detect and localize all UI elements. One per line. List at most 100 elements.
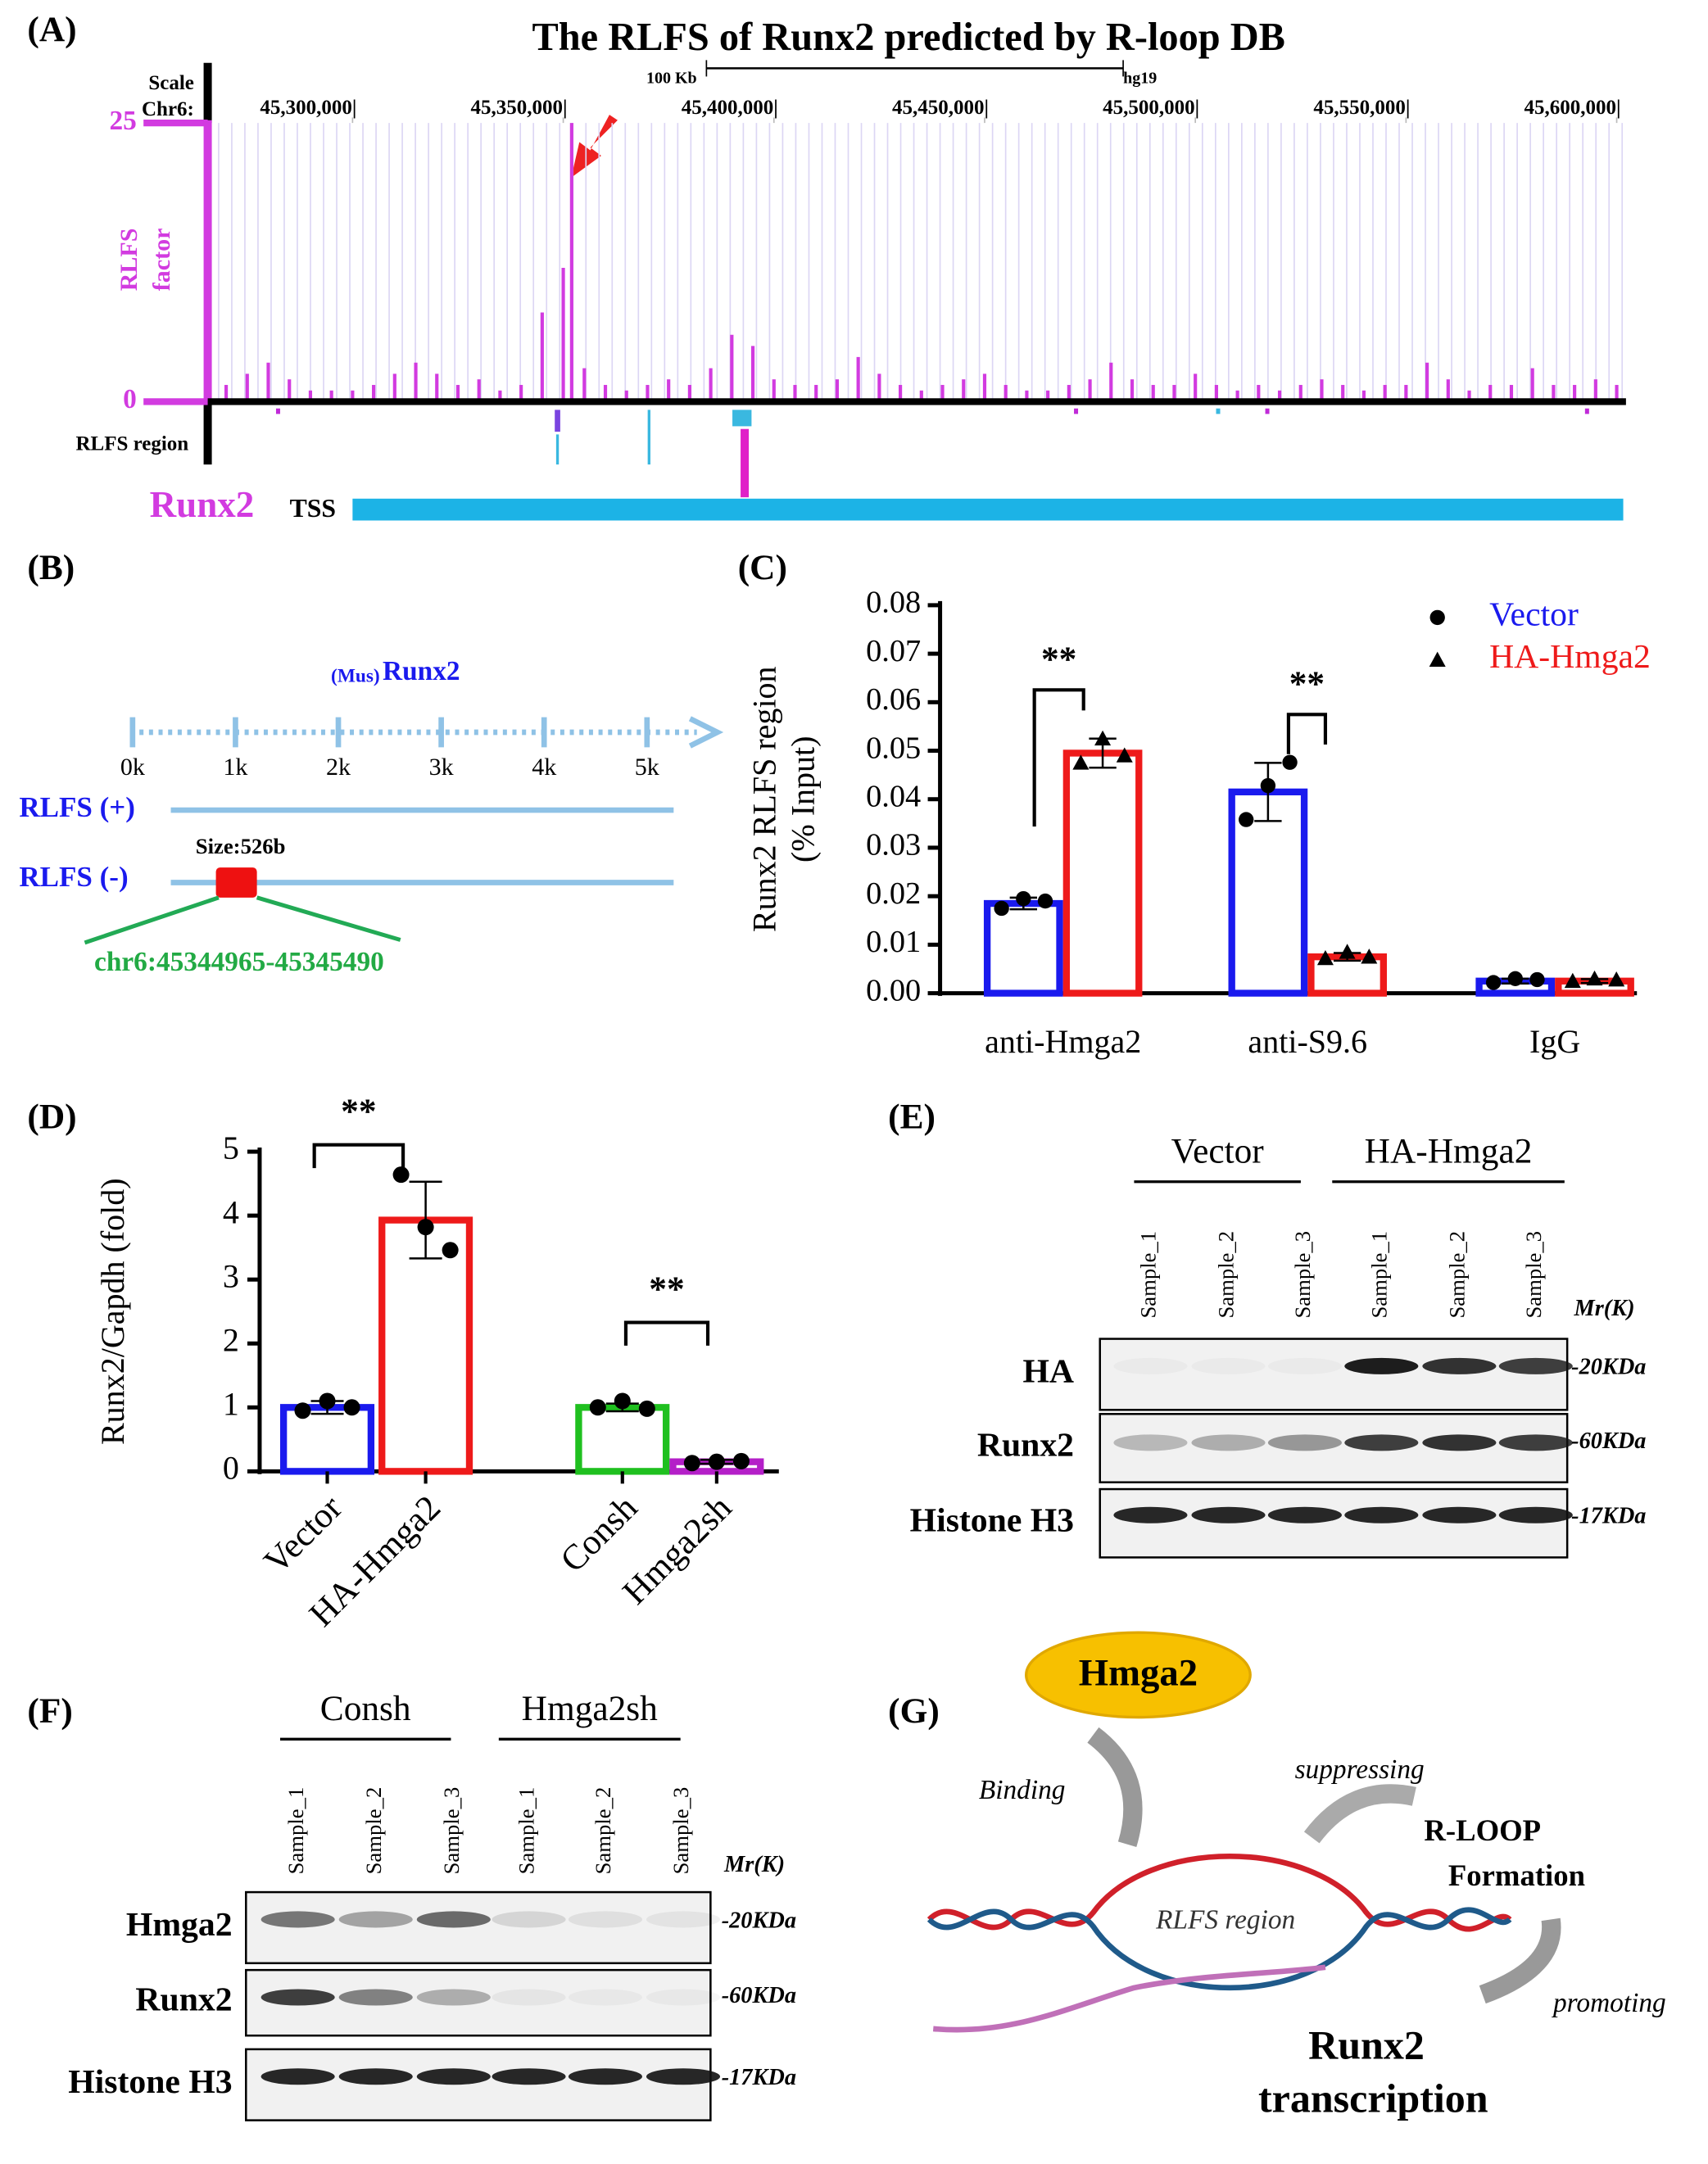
data-point (1316, 949, 1334, 966)
blot-band (492, 2068, 566, 2085)
sample-label: Sample_3 (439, 1787, 464, 1875)
blot-band (1498, 1434, 1573, 1451)
row-label: HA (1023, 1352, 1075, 1390)
x-tick-label: 45,600,000| (1525, 97, 1621, 119)
significance-label: ** (1041, 640, 1076, 679)
chrom-label: Chr6: (142, 98, 194, 120)
rlfs-region (1074, 408, 1079, 414)
scale-bar-label: 100 Kb (646, 69, 697, 87)
data-point (1485, 975, 1502, 990)
legend-label: HA-Hmga2 (1489, 638, 1651, 676)
row-label: Hmga2 (126, 1906, 233, 1944)
data-point (417, 1219, 434, 1236)
significance-bracket (312, 1143, 405, 1169)
data-point (392, 1166, 410, 1184)
row-label: Runx2 (977, 1427, 1074, 1465)
blot-band (416, 2068, 491, 2085)
legend-label: Vector (1489, 595, 1579, 633)
y-axis-title: Runx2/Gapdh (fold) (94, 1178, 131, 1445)
y-tick-label: 0 (223, 1450, 239, 1487)
blot-band (1344, 1434, 1419, 1451)
x-tick-label: 45,450,000| (892, 97, 989, 119)
data-point (1239, 812, 1254, 827)
y-tick-label: 3 (223, 1257, 239, 1294)
bar (575, 1404, 670, 1475)
bar (279, 1404, 375, 1475)
blot-band (338, 1989, 413, 2006)
blot-band (416, 1911, 491, 1928)
size-label: -20KDa (722, 1908, 796, 1933)
track-label: RLFS region (75, 432, 188, 455)
y-tick-label: 0.02 (866, 876, 921, 911)
blot-band (492, 1911, 566, 1928)
sample-label: Sample_1 (1366, 1231, 1391, 1319)
scale-label: Scale (148, 72, 194, 94)
binding-label: Binding (979, 1775, 1066, 1805)
significance-label: ** (341, 1092, 376, 1131)
y-tick-label: 0.04 (866, 780, 921, 814)
outcome-label: transcription (1258, 2075, 1488, 2121)
blot-band (1191, 1358, 1265, 1374)
scale-tick-label: 4k (532, 754, 557, 781)
data-point (442, 1242, 459, 1259)
blot-band (1422, 1506, 1497, 1523)
blot-frame (1099, 1487, 1569, 1559)
y-tick-label: 0 (123, 384, 137, 414)
sample-label: Sample_1 (514, 1787, 539, 1875)
panel-label: (C) (738, 548, 787, 587)
sample-label: Sample_2 (591, 1787, 615, 1875)
blot-frame (245, 2048, 712, 2121)
blot-frame (245, 1890, 712, 1965)
rlfs-box (215, 867, 257, 898)
rlfs-region (732, 410, 752, 427)
panel-label: (F) (27, 1691, 72, 1731)
y-tick-label: 25 (109, 106, 136, 136)
rlfs-region (1216, 408, 1221, 414)
zoom-line (84, 895, 220, 945)
blot-band (1113, 1434, 1188, 1451)
data-point (638, 1400, 655, 1417)
panel-label: (G) (888, 1691, 940, 1731)
sample-label: Sample_1 (1136, 1231, 1161, 1319)
y-tick-label: 0.00 (866, 973, 921, 1007)
y-axis-title: factor (148, 229, 175, 292)
blot-band (1191, 1434, 1266, 1451)
rlfs-region (1265, 408, 1270, 414)
dna-strand (926, 1907, 1512, 1991)
sample-label: Sample_1 (283, 1787, 308, 1875)
x-tick-label: IgG (1529, 1023, 1580, 1060)
gene-label: Runx2 (150, 484, 255, 525)
scale-tick-label: 2k (326, 754, 351, 781)
blot-band (1344, 1357, 1419, 1374)
data-point (1282, 754, 1298, 770)
blot-band (646, 2068, 721, 2085)
legend-marker (1429, 651, 1446, 667)
tss-label: TSS (290, 494, 336, 523)
significance-label: ** (649, 1270, 684, 1309)
blot-band (568, 1989, 642, 2006)
blot-band (1267, 1506, 1342, 1523)
blot-band (261, 2068, 335, 2085)
data-point (1608, 971, 1625, 987)
significance-bracket (623, 1320, 710, 1346)
rna-strand (932, 1964, 1326, 2033)
sample-label: Sample_2 (1214, 1231, 1239, 1319)
panel-label: (E) (888, 1098, 936, 1137)
row-label: Histone H3 (910, 1501, 1074, 1539)
blot-band (1113, 1506, 1188, 1523)
data-point (1564, 972, 1581, 989)
assembly-label: hg19 (1123, 69, 1157, 87)
row-label: Histone H3 (68, 2063, 232, 2101)
significance-bracket (1032, 688, 1085, 827)
scale-tick-label: 5k (635, 754, 660, 781)
size-label: -60KDa (722, 1983, 796, 2008)
scale-arrow (688, 716, 724, 749)
y-tick-label: 0.03 (866, 828, 921, 862)
data-point (1507, 971, 1523, 986)
significance-bracket (1286, 713, 1328, 754)
binding-arrow (1087, 1727, 1143, 1848)
sample-label: Sample_3 (1290, 1231, 1315, 1319)
rloop-label: Formation (1448, 1858, 1585, 1892)
